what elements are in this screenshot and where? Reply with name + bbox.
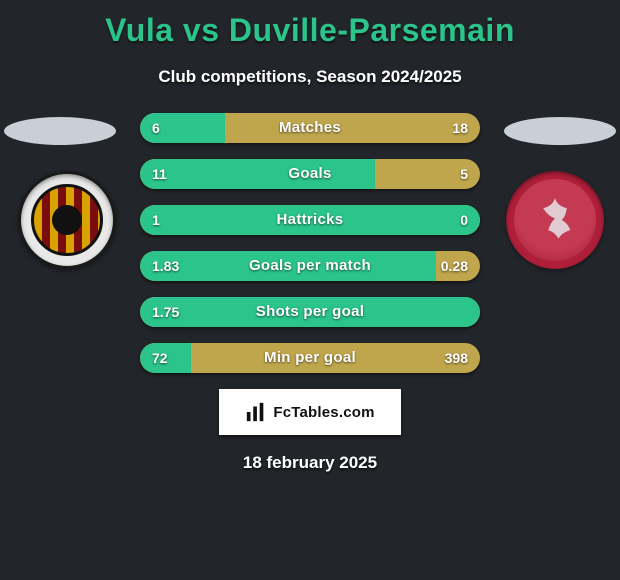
page-title: Vula vs Duville-Parsemain [0,0,620,49]
comparison-stage: 6 Matches 18 11 Goals 5 1 Hattricks 0 1.… [0,113,620,373]
dfco-crest-icon [514,179,596,261]
brand-text: FcTables.com [273,404,374,421]
stat-bar-matches: 6 Matches 18 [140,113,480,143]
footer-date: 18 february 2025 [0,453,620,473]
stat-value-right: 18 [452,113,468,143]
stat-value-right: 0 [460,205,468,235]
brand-footer: FcTables.com [219,389,401,435]
page-subtitle: Club competitions, Season 2024/2025 [0,67,620,87]
right-pedestal [504,117,616,145]
stat-label: Hattricks [140,205,480,235]
stat-bar-goals-per-match: 1.83 Goals per match 0.28 [140,251,480,281]
stat-value-right: 5 [460,159,468,189]
left-team-badge [18,171,116,269]
stat-bar-shots-per-goal: 1.75 Shots per goal [140,297,480,327]
stat-value-right: 0.28 [441,251,468,281]
stat-bar-goals: 11 Goals 5 [140,159,480,189]
le-mans-crest-icon [31,184,103,256]
stat-bar-hattricks: 1 Hattricks 0 [140,205,480,235]
chart-icon [245,401,267,423]
stat-label: Goals [140,159,480,189]
stat-bar-min-per-goal: 72 Min per goal 398 [140,343,480,373]
stat-label: Goals per match [140,251,480,281]
stat-label: Min per goal [140,343,480,373]
right-team-badge [506,171,604,269]
stat-value-right: 398 [445,343,468,373]
left-pedestal [4,117,116,145]
stat-label: Matches [140,113,480,143]
stat-label: Shots per goal [140,297,480,327]
stat-bars: 6 Matches 18 11 Goals 5 1 Hattricks 0 1.… [140,113,480,373]
